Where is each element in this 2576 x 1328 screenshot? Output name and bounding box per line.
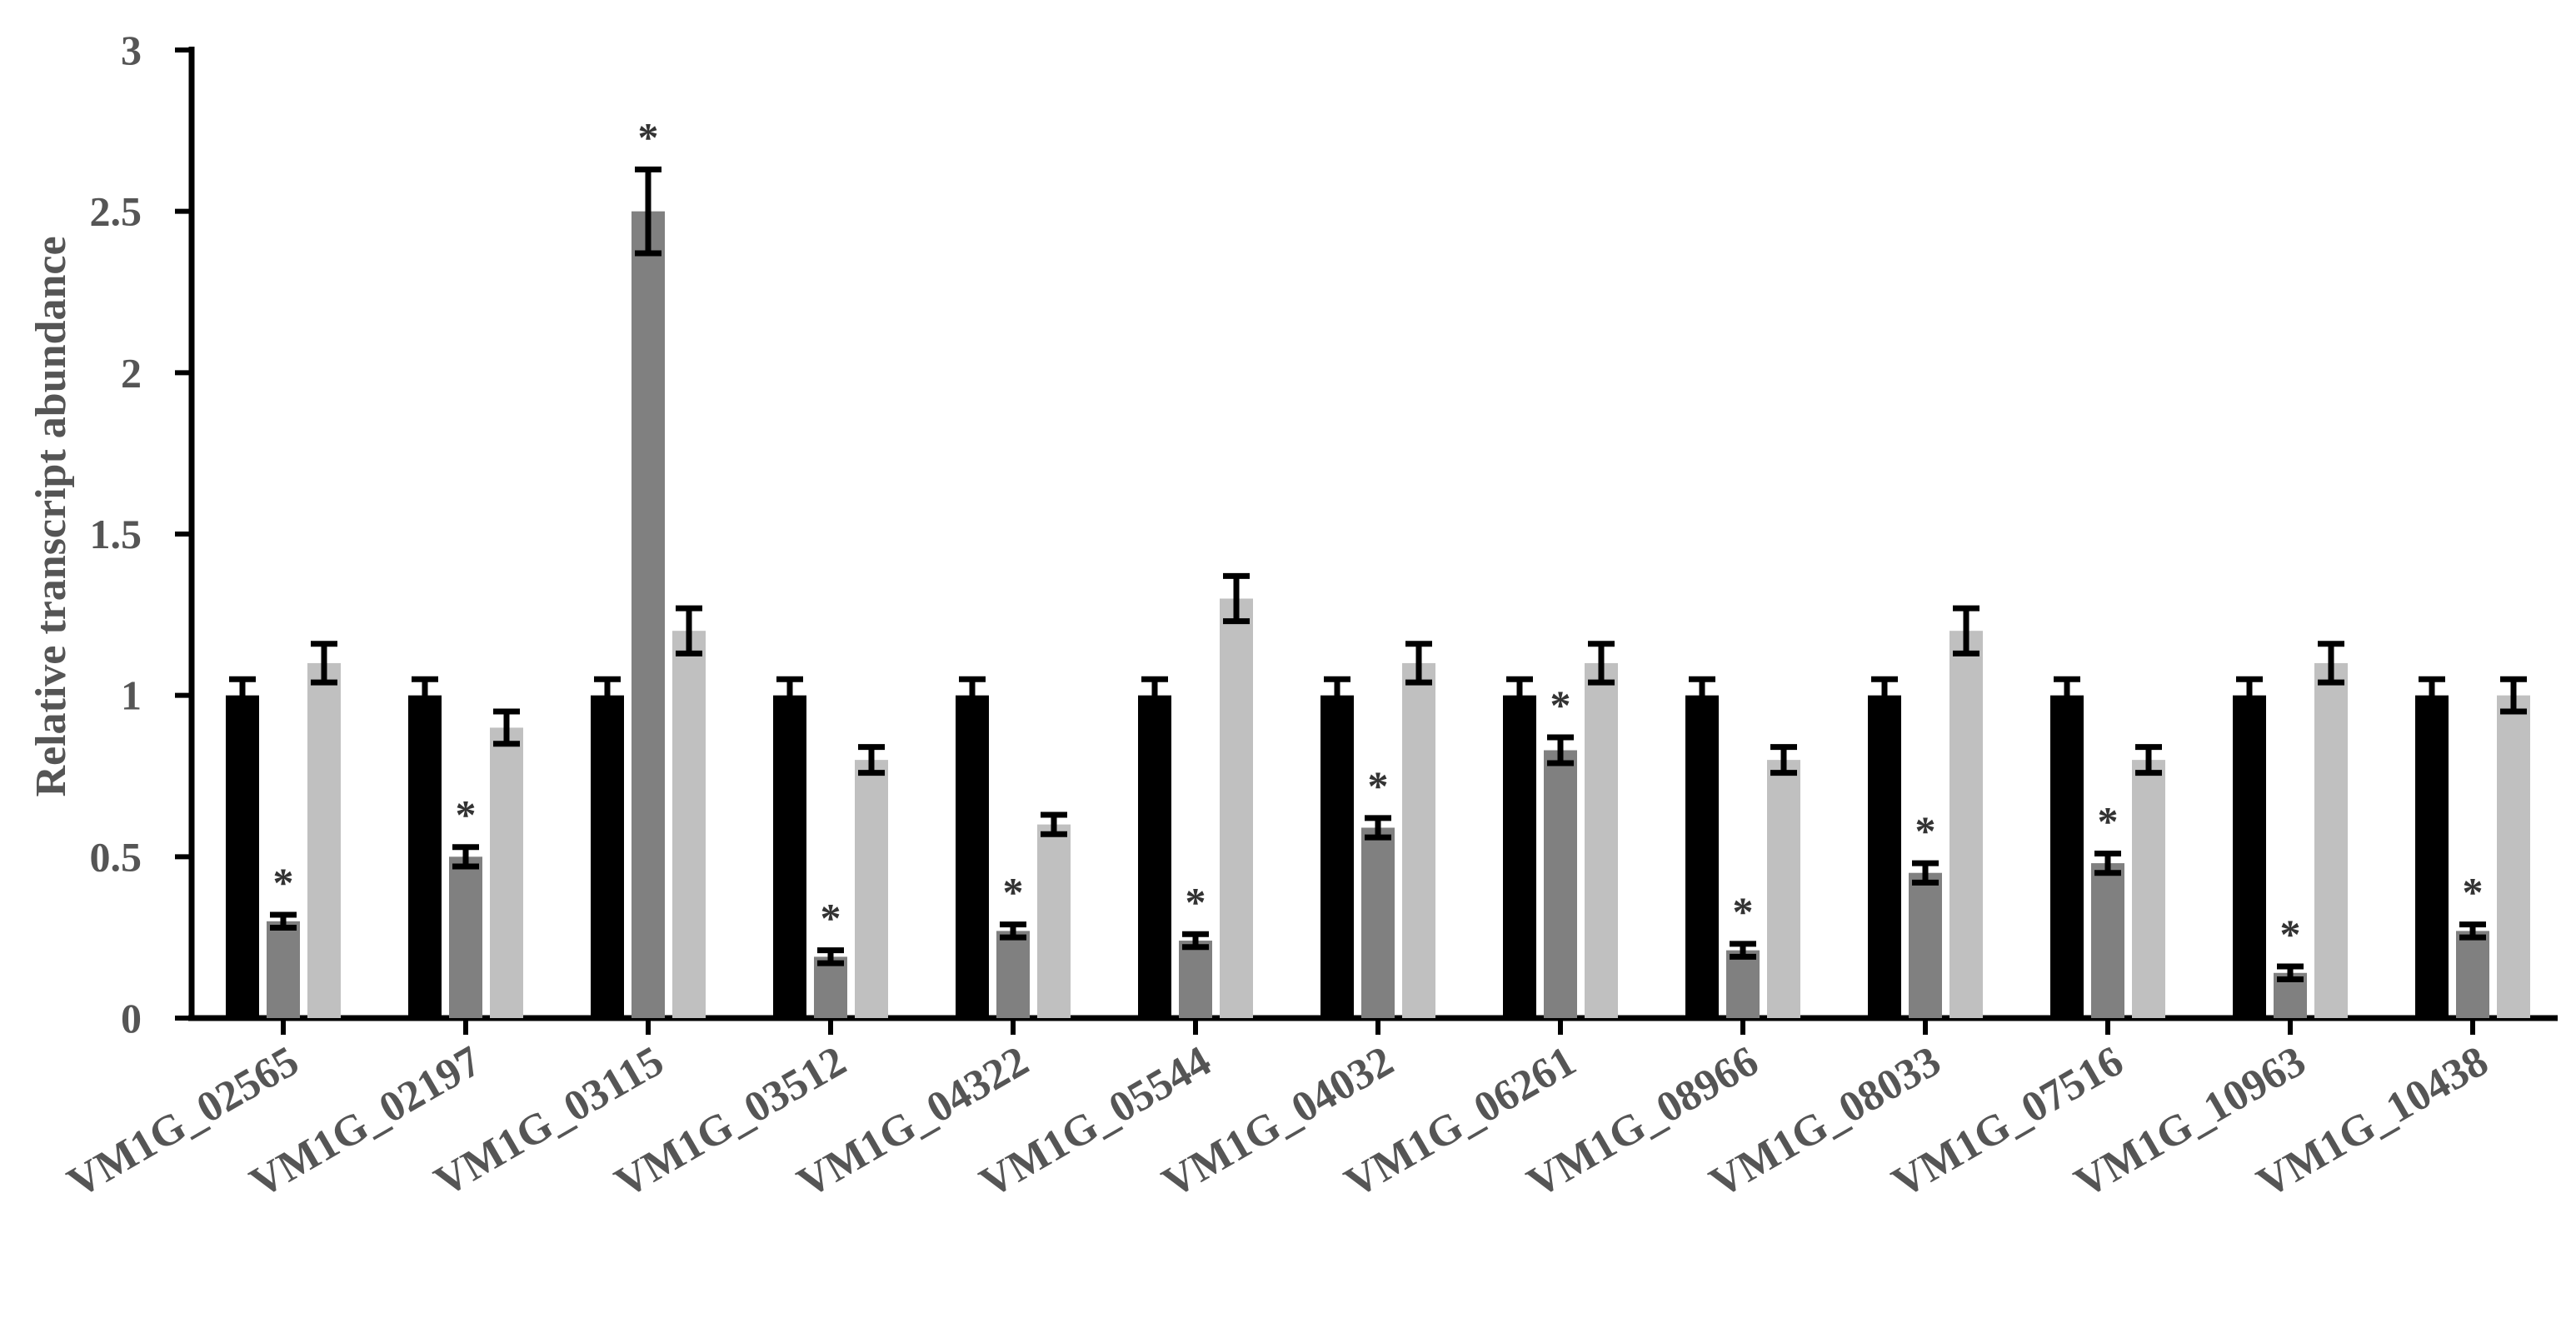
y-tick-label: 0 [121, 995, 142, 1041]
bar [1726, 950, 1760, 1018]
bar [1585, 662, 1618, 1018]
bar [773, 695, 806, 1018]
significance-star: * [1550, 681, 1571, 728]
bar [1868, 695, 1901, 1018]
y-tick-label: 2.5 [90, 188, 142, 235]
bar [672, 631, 706, 1018]
bar [1402, 662, 1435, 1018]
bar [1138, 695, 1171, 1018]
bar [408, 695, 442, 1018]
bar [2456, 931, 2489, 1018]
y-tick-label: 3 [121, 27, 142, 73]
y-tick-labels: 0 0.5 1 1.5 2 2.5 3 [90, 27, 142, 1041]
y-axis-title: Relative transcript abundance [27, 236, 75, 796]
y-axis-title-group: Relative transcript abundance [27, 236, 75, 796]
error-bars-layer [229, 166, 2527, 983]
significance-star: * [2098, 797, 2119, 844]
y-tick-label: 1.5 [90, 511, 142, 557]
bar [1179, 941, 1212, 1018]
significance-star: * [821, 895, 841, 941]
significance-star: * [1368, 762, 1389, 809]
y-tick-label: 1 [121, 672, 142, 719]
bar [632, 211, 665, 1018]
bar [2091, 863, 2124, 1018]
bar [2050, 695, 2084, 1018]
significance-star: * [1915, 807, 1936, 854]
bar [996, 931, 1030, 1018]
y-tick-label: 2 [121, 349, 142, 396]
bar [1685, 695, 1719, 1018]
bar [956, 695, 989, 1018]
significance-star: * [1186, 878, 1206, 925]
significance-star: * [1733, 888, 1754, 935]
bar [2415, 695, 2449, 1018]
bar [449, 856, 482, 1018]
bar [1037, 824, 1071, 1018]
bar [2233, 695, 2266, 1018]
significance-markers-layer: * * * * * * * * * * * * * [273, 113, 2484, 957]
bar [1361, 827, 1395, 1018]
bar [1503, 695, 1536, 1018]
bar [1767, 760, 1800, 1018]
bar [814, 956, 847, 1018]
bar [1544, 750, 1577, 1018]
significance-star: * [1003, 869, 1024, 916]
significance-star: * [456, 791, 477, 838]
category-labels: VM1G_02565VM1G_02197VM1G_03115VM1G_03512… [60, 1037, 2496, 1207]
bar [2314, 662, 2348, 1018]
bar [2497, 695, 2530, 1018]
significance-star: * [2463, 869, 2484, 916]
bar [490, 727, 523, 1018]
y-tick-label: 0.5 [90, 833, 142, 880]
bar [1909, 872, 1942, 1018]
bar [591, 695, 624, 1018]
significance-star: * [2280, 911, 2301, 957]
bar [226, 695, 259, 1018]
bar [267, 921, 300, 1018]
bar [1220, 598, 1253, 1018]
bars-layer [226, 211, 2530, 1018]
significance-star: * [638, 113, 659, 160]
significance-star: * [273, 859, 294, 906]
bar [855, 760, 888, 1018]
bar [1949, 631, 1983, 1018]
bar [1320, 695, 1354, 1018]
bar [307, 662, 341, 1018]
bar [2132, 760, 2165, 1018]
